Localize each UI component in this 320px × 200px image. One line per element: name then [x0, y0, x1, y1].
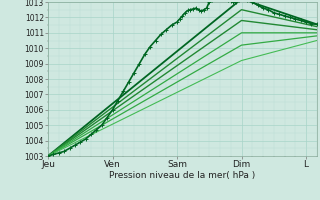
X-axis label: Pression niveau de la mer( hPa ): Pression niveau de la mer( hPa ): [109, 171, 256, 180]
